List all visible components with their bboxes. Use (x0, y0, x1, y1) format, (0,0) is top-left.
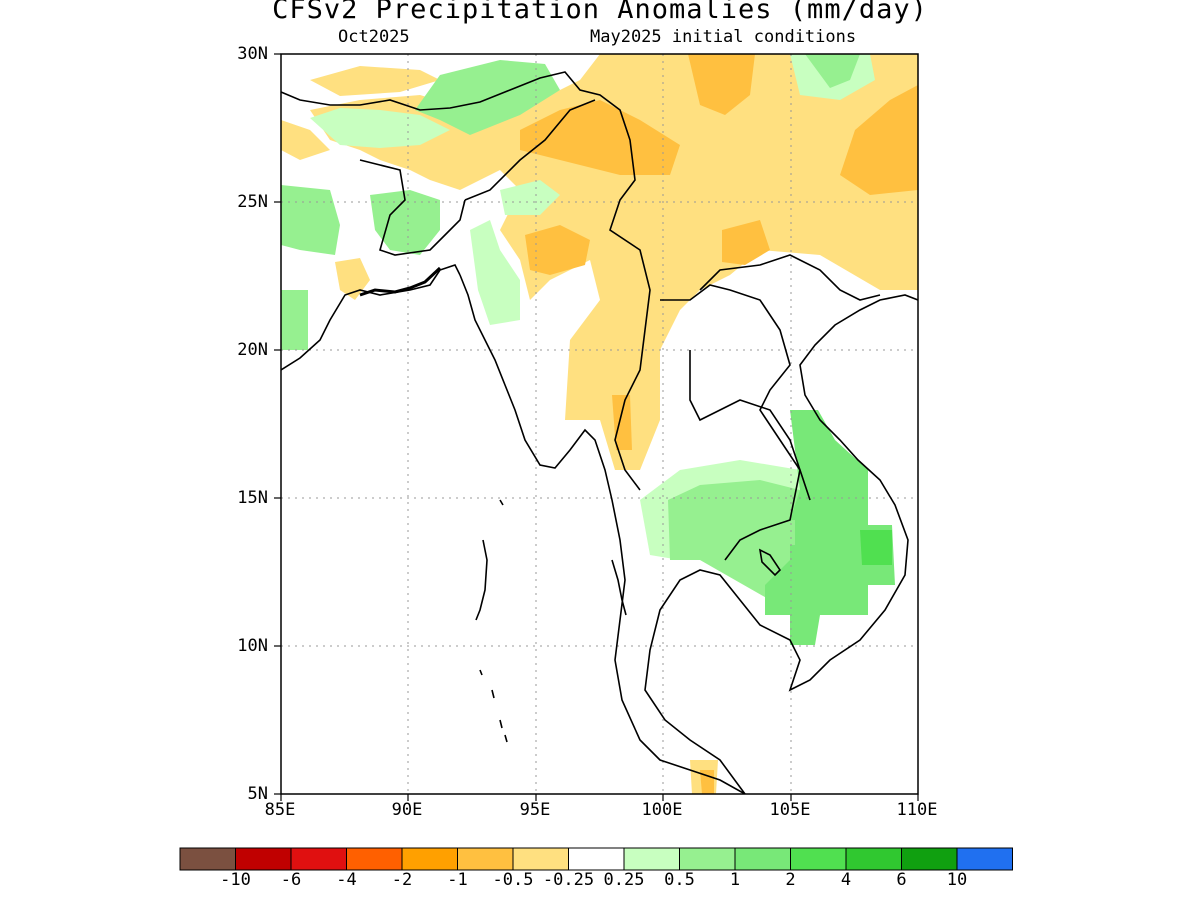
dry-anomaly-north (310, 54, 918, 470)
colorbar-tick-label: -2 (391, 870, 413, 890)
wet-anomaly-vietnam-core (860, 530, 892, 565)
colorbar-tick-label: 1 (729, 870, 741, 890)
lat-label-15n: 15N (237, 488, 268, 508)
dry-anomaly-top-core (688, 54, 755, 115)
colorbar-tick-label: 10 (946, 870, 968, 890)
colorbar-tick-label: -6 (280, 870, 302, 890)
forecast-month: Oct2025 (338, 27, 410, 47)
lon-label-110e: 110E (896, 800, 938, 820)
lon-label-100e: 100E (641, 800, 683, 820)
coastlines-and-borders (281, 71, 918, 794)
wet-anomaly-myanmar-north (500, 180, 560, 215)
colorbar-swatch (346, 847, 403, 871)
lon-label-95e: 95E (519, 800, 551, 820)
dry-anomaly-mid-core (525, 225, 590, 275)
colorbar-tick-label: 0.25 (603, 870, 645, 890)
lat-label-30n: 30N (237, 44, 268, 64)
colorbar-swatch (790, 847, 847, 871)
wet-anomaly-northeast-core (805, 54, 860, 88)
anomaly-field (281, 54, 918, 794)
colorbar-swatch (401, 847, 458, 871)
sundarbans-delta (359, 266, 442, 297)
tonle-sap-lake (758, 548, 782, 577)
dry-anomaly-west-strip (310, 66, 440, 96)
colorbar-tick-label: 2 (785, 870, 796, 890)
wet-anomaly-northwest-pale (310, 108, 450, 148)
wet-anomaly-northwest (415, 60, 560, 135)
colorbar-tick-label: -0.5 (492, 870, 534, 890)
colorbar-tick-label: -1 (447, 870, 468, 890)
axis-ticks (274, 53, 919, 801)
lon-label-85e: 85E (264, 800, 296, 820)
lat-label-5n: 5N (247, 784, 268, 804)
colorbar-tick-label: 6 (896, 870, 907, 890)
dry-anomaly-bengal-coast (281, 120, 330, 160)
wet-anomaly-gulf-thailand (740, 520, 795, 545)
colorbar-swatch (457, 847, 514, 871)
mergui-islands (611, 559, 627, 616)
plot-frame (280, 53, 919, 795)
colorbar-swatch (512, 847, 569, 871)
lat-label-20n: 20N (237, 340, 268, 360)
colorbar-swatch (679, 847, 736, 871)
colorbar (179, 847, 1013, 871)
initial-conditions-label: May2025 initial conditions (590, 27, 857, 47)
dry-anomaly-center-core (520, 100, 680, 175)
colorbar-tick-label: -0.25 (542, 870, 595, 890)
dry-anomaly-small-core (722, 220, 770, 265)
myanmar-india-border (464, 99, 596, 201)
colorbar-swatch (901, 847, 958, 871)
colorbar-swatch (734, 847, 791, 871)
grid-lines (281, 54, 918, 794)
wet-anomaly-arakan (470, 220, 520, 325)
colorbar-tick-label: -10 (220, 870, 251, 890)
colorbar-swatch (179, 847, 236, 871)
wet-anomaly-west-lower (281, 290, 308, 350)
colorbar-tick-label: 4 (840, 870, 852, 890)
wet-anomaly-bengal (370, 190, 440, 255)
thai-cambodia-border (689, 350, 801, 561)
china-border (699, 254, 881, 301)
colorbar-tick-label: -4 (336, 870, 357, 890)
myanmar-coastline (459, 274, 746, 794)
nicobar-islands (479, 669, 508, 743)
colorbar-swatch (845, 847, 902, 871)
dry-anomaly-east-core (840, 85, 918, 195)
wet-anomaly-west (281, 185, 340, 255)
thailand-gulf-coast (644, 294, 918, 794)
colorbar-swatch (568, 847, 625, 871)
map-title: CFSv2 Precipitation Anomalies (mm/day) (272, 0, 928, 25)
laos-border (660, 284, 811, 501)
colorbar-tick-label: 0.5 (664, 870, 695, 890)
bangladesh-border (359, 159, 466, 256)
lat-label-25n: 25N (237, 192, 268, 212)
lon-label-105e: 105E (769, 800, 811, 820)
andaman-islands (475, 499, 504, 621)
colorbar-swatch (623, 847, 680, 871)
colorbar-swatch (235, 847, 292, 871)
lon-label-90e: 90E (391, 800, 423, 820)
lat-label-10n: 10N (237, 636, 268, 656)
wet-anomaly-vietnam (765, 410, 895, 645)
colorbar-swatch (956, 847, 1013, 871)
dry-anomaly-thai-core (612, 395, 632, 450)
colorbar-swatch (290, 847, 347, 871)
himalaya-border (281, 71, 651, 491)
